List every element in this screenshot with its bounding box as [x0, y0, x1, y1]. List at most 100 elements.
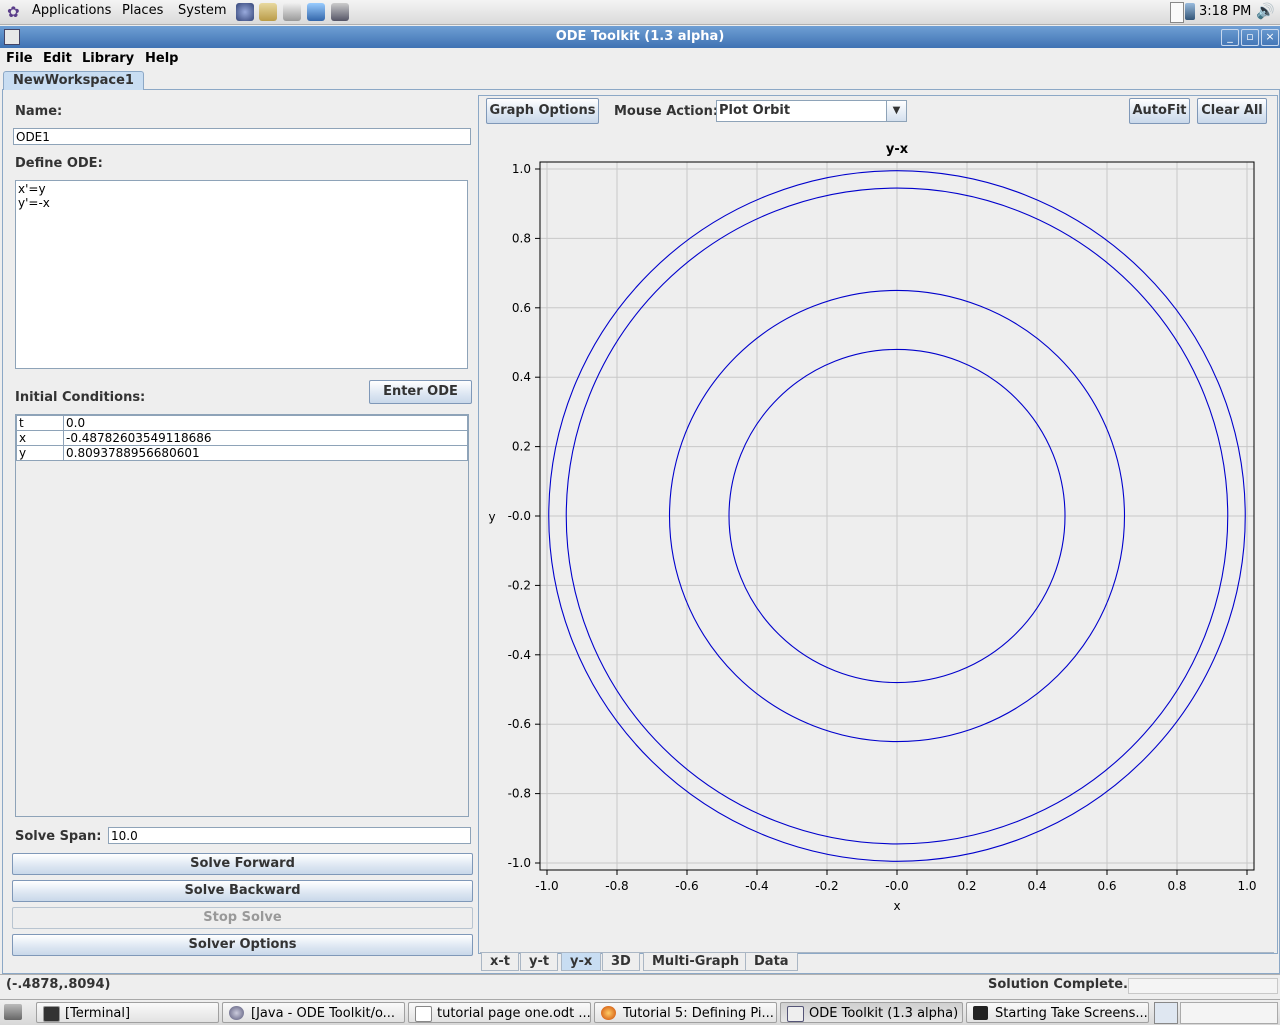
tab-x-t[interactable]: x-t	[481, 953, 519, 971]
menu-file[interactable]: File	[6, 51, 33, 66]
tab-y-x[interactable]: y-x	[561, 953, 602, 971]
eclipse-icon	[229, 1006, 244, 1020]
ic-value-cell[interactable]: 0.8093788956680601	[63, 445, 468, 461]
window-titlebar[interactable]: ODE Toolkit (1.3 alpha) _ ▫ ×	[0, 26, 1280, 48]
network-icon[interactable]	[1185, 3, 1195, 20]
notes-launcher-icon[interactable]	[283, 3, 301, 21]
graph-tabs	[480, 952, 1274, 953]
close-button[interactable]: ×	[1261, 29, 1279, 46]
solver-options-button[interactable]: Solver Options	[12, 934, 473, 956]
initial-conditions-label: Initial Conditions:	[15, 390, 146, 405]
task-ode-toolkit[interactable]: ODE Toolkit (1.3 alpha)	[780, 1002, 963, 1023]
show-desktop-icon[interactable]	[4, 1004, 22, 1020]
mouse-action-value: Plot Orbit	[719, 103, 791, 118]
y-tick-label: 1.0	[512, 162, 531, 176]
workspace-tab[interactable]: NewWorkspace1	[3, 71, 144, 90]
task-label: Tutorial 5: Defining Pi...	[623, 1006, 774, 1021]
presentation-launcher-icon[interactable]	[307, 3, 325, 21]
places-menu[interactable]: Places	[122, 3, 164, 18]
minimize-button[interactable]: _	[1221, 29, 1239, 46]
enter-ode-button[interactable]: Enter ODE	[369, 380, 472, 404]
task-terminal[interactable]: [Terminal]	[36, 1002, 219, 1023]
menu-library[interactable]: Library	[82, 51, 135, 66]
name-label: Name:	[15, 104, 63, 119]
workspace-switcher-active[interactable]	[1154, 1002, 1178, 1024]
progress-bar	[1128, 978, 1278, 994]
x-tick-label: -0.4	[745, 879, 768, 893]
task-label: [Java - ODE Toolkit/o...	[251, 1006, 396, 1021]
gnome-foot-icon[interactable]: ✿	[7, 3, 20, 21]
clipboard-icon[interactable]	[1170, 2, 1184, 23]
task-label: [Terminal]	[65, 1006, 131, 1021]
applications-menu[interactable]: Applications	[32, 3, 112, 18]
graph-options-button[interactable]: Graph Options	[486, 98, 599, 124]
solve-span-label: Solve Span:	[15, 829, 102, 844]
task-eclipse[interactable]: [Java - ODE Toolkit/o...	[222, 1002, 405, 1023]
tab-data[interactable]: Data	[745, 953, 798, 971]
orbit-curve	[668, 289, 1126, 743]
mouse-action-select[interactable]: Plot Orbit ▼	[716, 100, 907, 122]
screenshot-launcher-icon[interactable]	[331, 3, 349, 21]
cursor-coords: (-.4878,.8094)	[6, 977, 111, 992]
x-axis-label: x	[893, 899, 900, 913]
solve-span-input[interactable]	[108, 827, 471, 844]
grid	[540, 162, 1254, 870]
tab-multi-graph[interactable]: Multi-Graph	[643, 953, 749, 971]
system-menu[interactable]: System	[178, 3, 227, 18]
clock[interactable]: 3:18 PM	[1199, 4, 1252, 19]
camera-icon	[973, 1006, 988, 1020]
solve-forward-button[interactable]: Solve Forward	[12, 853, 473, 875]
initial-conditions-panel: t 0.0 x -0.48782603549118686 y 0.8093788…	[15, 414, 469, 817]
volume-icon[interactable]: 🔊	[1256, 2, 1275, 20]
chevron-down-icon[interactable]: ▼	[886, 101, 906, 121]
x-tick-label: -0.2	[815, 879, 838, 893]
firefox-icon	[601, 1006, 616, 1020]
y-tick-label: -0.2	[508, 578, 531, 592]
ic-value-cell[interactable]: 0.0	[63, 415, 468, 431]
define-ode-label: Define ODE:	[15, 156, 103, 171]
y-tick-label: 0.2	[512, 440, 531, 454]
menu-edit[interactable]: Edit	[43, 51, 72, 66]
x-tick-label: 0.8	[1167, 879, 1186, 893]
browser-launcher-icon[interactable]	[236, 3, 254, 21]
orbits	[548, 170, 1246, 862]
document-icon	[415, 1006, 432, 1022]
task-label: tutorial page one.odt ...	[437, 1006, 591, 1021]
x-tick-labels: -1.0 -0.8 -0.6 -0.4 -0.2 -0.0 0.2 0.4 0.6 0.8 1.0	[535, 879, 1256, 893]
phase-plot[interactable]: y-x -1.0 -0.8 -0.6 -0.4 -0.2 -0.0 0.2 0.4 0.6 0.8…	[482, 132, 1272, 932]
y-tick-label: -0.0	[508, 509, 531, 523]
ic-var-cell: x	[16, 430, 64, 446]
java-icon	[787, 1006, 804, 1022]
workspace-switcher[interactable]	[1180, 1002, 1278, 1024]
mail-launcher-icon[interactable]	[259, 3, 277, 21]
ode-line: y'=-x	[18, 196, 50, 210]
stop-solve-button[interactable]: Stop Solve	[12, 907, 473, 929]
table-row: y 0.8093788956680601	[16, 445, 468, 461]
x-tick-label: -1.0	[535, 879, 558, 893]
maximize-button[interactable]: ▫	[1241, 29, 1259, 46]
y-tick-label: -0.6	[508, 717, 531, 731]
ticks	[535, 168, 1248, 875]
task-document[interactable]: tutorial page one.odt ...	[408, 1002, 591, 1023]
status-bar: (-.4878,.8094) Solution Complete.	[0, 974, 1280, 997]
autofit-button[interactable]: AutoFit	[1129, 98, 1190, 124]
ic-value-cell[interactable]: -0.48782603549118686	[63, 430, 468, 446]
task-label: ODE Toolkit (1.3 alpha)	[809, 1006, 959, 1021]
ode-textarea[interactable]: x'=y y'=-x	[15, 180, 468, 369]
y-axis-label: y	[488, 510, 495, 524]
x-tick-label: 0.2	[957, 879, 976, 893]
tab-y-t[interactable]: y-t	[520, 953, 559, 971]
solve-backward-button[interactable]: Solve Backward	[12, 880, 473, 902]
name-input[interactable]	[13, 128, 471, 145]
window-menu-icon[interactable]	[4, 29, 20, 45]
orbit-curve	[728, 348, 1066, 684]
y-tick-label: 0.4	[512, 370, 531, 384]
clear-all-button[interactable]: Clear All	[1197, 98, 1267, 124]
ic-var-cell: t	[16, 415, 64, 431]
menu-help[interactable]: Help	[145, 51, 179, 66]
mouse-action-label: Mouse Action:	[614, 104, 719, 119]
task-firefox[interactable]: Tutorial 5: Defining Pi...	[594, 1002, 777, 1023]
tab-3d[interactable]: 3D	[602, 953, 640, 971]
status-message: Solution Complete.	[988, 977, 1128, 992]
task-screenshot[interactable]: Starting Take Screens...	[966, 1002, 1149, 1023]
